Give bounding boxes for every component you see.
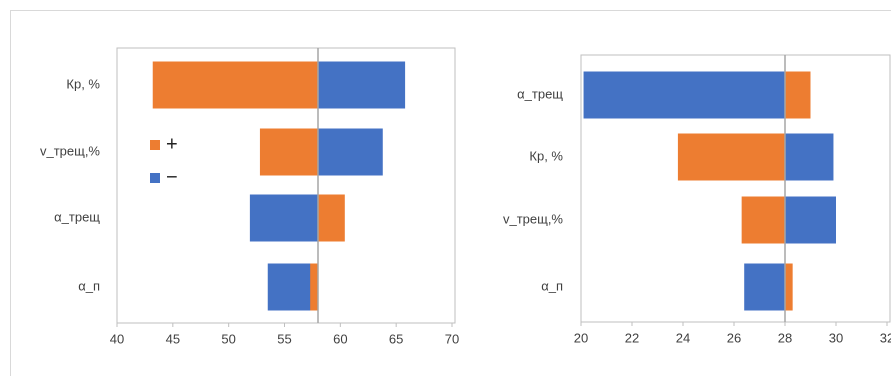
x-tick-label: 55 <box>277 331 291 346</box>
x-tick-label: 32 <box>880 330 891 345</box>
bar <box>785 196 836 244</box>
category-label: v_трещ,% <box>503 211 563 226</box>
bar <box>310 263 318 311</box>
legend-label: + <box>166 133 178 155</box>
category-label: α_п <box>541 278 563 293</box>
x-tick-label: 45 <box>166 331 180 346</box>
category-label: α_трещ <box>517 86 563 101</box>
bar <box>318 61 406 109</box>
bar <box>259 128 318 176</box>
category-label: α_трещ <box>54 209 100 224</box>
category-label: Кр, % <box>529 148 563 163</box>
bar <box>318 194 345 242</box>
x-tick-label: 20 <box>574 330 588 345</box>
x-tick-label: 70 <box>445 331 459 346</box>
plot-border <box>580 54 891 323</box>
x-tick-label: 28 <box>778 330 792 345</box>
category-label: α_п <box>78 278 100 293</box>
bar <box>267 263 318 311</box>
x-tick-label: 30 <box>829 330 843 345</box>
bar <box>152 61 318 109</box>
bar <box>785 133 834 181</box>
bar <box>677 133 785 181</box>
legend-swatch <box>150 140 160 150</box>
legend-swatch <box>150 173 160 183</box>
bar <box>785 71 811 119</box>
x-tick-label: 26 <box>727 330 741 345</box>
bar <box>249 194 318 242</box>
x-tick-label: 24 <box>676 330 690 345</box>
x-tick-label: 50 <box>221 331 235 346</box>
plot-border <box>116 47 456 324</box>
bar <box>744 263 785 311</box>
legend-label: − <box>166 166 178 188</box>
x-tick-label: 65 <box>389 331 403 346</box>
bar <box>741 196 785 244</box>
bar <box>785 263 793 311</box>
x-tick-label: 40 <box>110 331 124 346</box>
x-tick-label: 22 <box>625 330 639 345</box>
bar <box>583 71 785 119</box>
frame <box>10 10 891 376</box>
bar <box>318 128 383 176</box>
category-label: Кр, % <box>66 76 100 91</box>
category-label: v_трещ,% <box>40 143 100 158</box>
x-tick-label: 60 <box>333 331 347 346</box>
